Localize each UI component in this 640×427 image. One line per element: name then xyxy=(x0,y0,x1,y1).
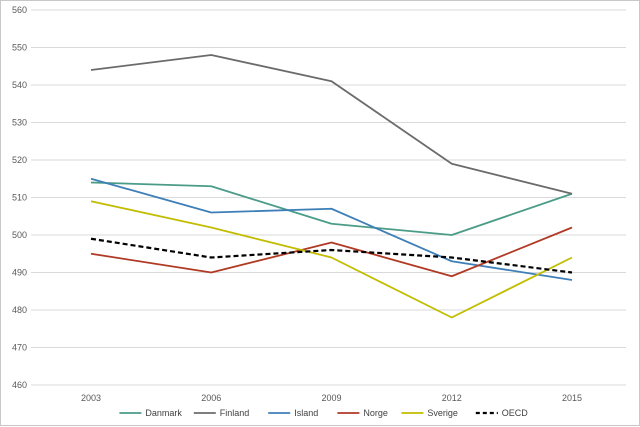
legend-item-norge: Norge xyxy=(337,408,388,418)
y-tick-label: 530 xyxy=(12,118,27,128)
x-tick-label: 2015 xyxy=(562,393,582,403)
x-tick-label: 2006 xyxy=(201,393,221,403)
y-tick-label: 460 xyxy=(12,380,27,390)
x-tick-label: 2009 xyxy=(321,393,341,403)
x-tick-label: 2003 xyxy=(81,393,101,403)
legend-item-island: Island xyxy=(268,408,318,418)
y-tick-label: 470 xyxy=(12,343,27,353)
legend: Danmark Finland Island Norge Sverige OECD xyxy=(119,408,528,418)
legend-item-danmark: Danmark xyxy=(119,408,182,418)
series-line-finland xyxy=(91,55,572,194)
y-axis-ticks: 460 470 480 490 500 510 520 530 540 550 560 xyxy=(12,5,27,390)
x-tick-label: 2012 xyxy=(442,393,462,403)
y-tick-label: 480 xyxy=(12,305,27,315)
legend-label: Finland xyxy=(220,408,250,418)
y-tick-label: 550 xyxy=(12,43,27,53)
y-tick-label: 500 xyxy=(12,230,27,240)
legend-label: OECD xyxy=(502,408,529,418)
y-tick-label: 520 xyxy=(12,155,27,165)
legend-label: Danmark xyxy=(145,408,182,418)
series-line-oecd xyxy=(91,239,572,273)
legend-item-sverige: Sverige xyxy=(401,408,458,418)
y-tick-label: 560 xyxy=(12,5,27,15)
x-axis-ticks: 2003 2006 2009 2012 2015 xyxy=(81,393,582,403)
y-tick-label: 510 xyxy=(12,193,27,203)
legend-item-oecd: OECD xyxy=(476,408,529,418)
legend-label: Norge xyxy=(363,408,388,418)
legend-label: Sverige xyxy=(427,408,458,418)
y-tick-label: 540 xyxy=(12,80,27,90)
series-lines xyxy=(91,55,572,318)
y-tick-label: 490 xyxy=(12,268,27,278)
legend-item-finland: Finland xyxy=(194,408,250,418)
legend-label: Island xyxy=(294,408,318,418)
